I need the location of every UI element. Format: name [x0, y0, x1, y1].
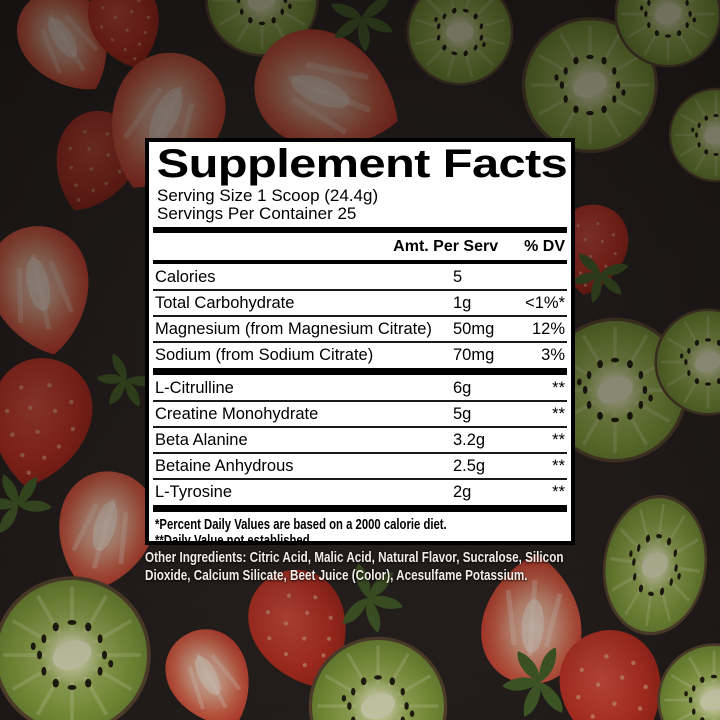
nutrient-amount: 5g: [453, 404, 472, 423]
nutrient-dv: **: [552, 456, 565, 475]
amount-column-header: Amt. Per Serv: [393, 238, 499, 255]
nutrient-row: L-Citrulline 6g **: [153, 376, 567, 400]
nutrient-row: Betaine Anhydrous 2.5g **: [153, 452, 567, 478]
serving-size-text: Serving Size 1 Scoop (24.4g): [157, 186, 379, 205]
nutrient-name: Total Carbohydrate: [155, 293, 295, 312]
nutrient-name: Betaine Anhydrous: [155, 456, 294, 475]
footnote-daily-values: *Percent Daily Values are based on a 200…: [155, 517, 447, 533]
nutrient-row: Total Carbohydrate 1g <1%*: [153, 289, 567, 315]
nutrient-dv: <1%*: [525, 293, 565, 312]
nutrient-amount: 2g: [453, 482, 472, 501]
nutrient-name: Sodium (from Sodium Citrate): [155, 345, 374, 364]
footnotes: *Percent Daily Values are based on a 200…: [153, 513, 567, 545]
nutrient-row: Beta Alanine 3.2g **: [153, 426, 567, 452]
nutrient-row: Creatine Monohydrate 5g **: [153, 400, 567, 426]
other-ingredients-line-1: Other Ingredients: Citric Acid, Malic Ac…: [145, 549, 564, 566]
nutrient-row: Magnesium (from Magnesium Citrate) 50mg 12…: [153, 315, 567, 341]
nutrient-amount: 1g: [453, 293, 472, 312]
nutrient-amount: 70mg: [453, 345, 495, 364]
other-ingredients: Other Ingredients: Citric Acid, Malic Ac…: [145, 549, 705, 585]
nutrient-amount: 5: [453, 267, 463, 286]
dv-column-header: % DV: [524, 238, 565, 255]
nutrient-amount: 50mg: [453, 319, 495, 338]
divider-bar: [153, 260, 567, 264]
serving-info: Serving Size 1 Scoop (24.4g) Servings Pe…: [153, 187, 567, 223]
other-ingredients-line-2: Dioxide, Calcium Silicate, Beet Juice (C…: [145, 567, 528, 584]
nutrient-dv: **: [552, 482, 565, 501]
nutrient-dv: 12%: [531, 319, 565, 338]
nutrient-row: Calories 5: [153, 265, 567, 289]
servings-per-container-text: Servings Per Container 25: [157, 204, 357, 223]
nutrient-row: L-Tyrosine 2g **: [153, 478, 567, 504]
nutrient-name: L-Citrulline: [155, 378, 234, 397]
nutrient-dv: **: [552, 378, 565, 397]
nutrient-amount: 3.2g: [453, 430, 486, 449]
nutrient-name: Beta Alanine: [155, 430, 248, 449]
nutrient-amount: 2.5g: [453, 456, 486, 475]
nutrient-name: Creatine Monohydrate: [155, 404, 319, 423]
nutrient-dv: **: [552, 430, 565, 449]
section-divider-bar: [153, 505, 567, 512]
section-divider-bar: [153, 368, 567, 375]
nutrient-rows-actives: L-Citrulline 6g ** Creatine Monohydrate 5g **…: [153, 376, 567, 504]
column-header-row: Amt. Per Serv % DV: [153, 234, 567, 259]
nutrient-name: Magnesium (from Magnesium Citrate): [155, 319, 432, 338]
panel-title: Supplement Facts: [156, 142, 568, 186]
footnote-not-established: **Daily Value not established.: [155, 533, 313, 545]
nutrient-amount: 6g: [453, 378, 472, 397]
nutrient-dv: 3%: [541, 345, 565, 364]
divider-bar: [153, 227, 567, 233]
nutrient-name: L-Tyrosine: [155, 482, 233, 501]
supplement-facts-panel: Supplement Facts Serving Size 1 Scoop (2…: [145, 138, 575, 545]
nutrient-row: Sodium (from Sodium Citrate) 70mg 3%: [153, 341, 567, 367]
nutrient-rows-main: Calories 5 Total Carbohydrate 1g <1%* Magnesi…: [153, 265, 567, 367]
nutrient-dv: **: [552, 404, 565, 423]
nutrient-name: Calories: [155, 267, 216, 286]
